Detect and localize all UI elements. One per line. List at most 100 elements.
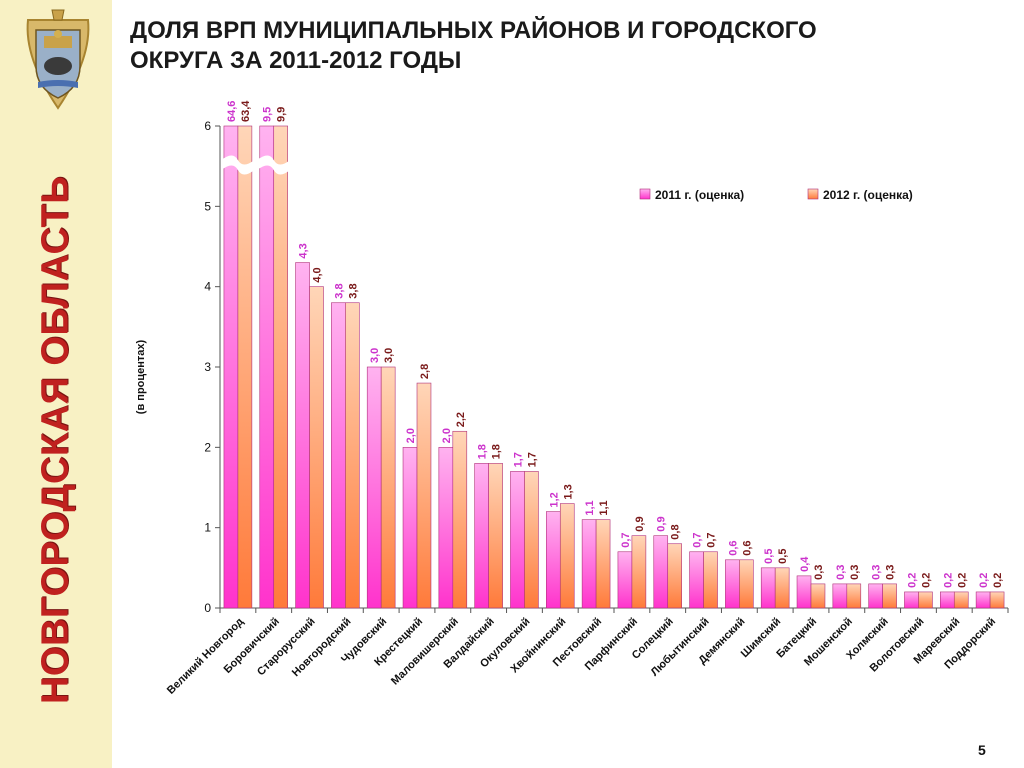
bar-2011 — [832, 583, 848, 609]
sidebar: НОВГОРОДСКАЯ ОБЛАСТЬ — [0, 0, 112, 768]
data-label: 0,2 — [992, 573, 1004, 588]
bar-2012 — [345, 302, 360, 609]
axis-break-mark — [257, 155, 291, 175]
data-label: 4,3 — [298, 243, 310, 258]
data-label: 9,5 — [262, 107, 274, 122]
data-label: 0,3 — [885, 565, 897, 580]
bar-2011 — [868, 583, 883, 609]
novgorod-coat-of-arms-icon — [26, 9, 90, 110]
bar-2011 — [653, 535, 669, 609]
y-tick-label: 4 — [204, 280, 211, 294]
legend-entry: 2012 г. (оценка) — [823, 188, 913, 202]
data-label: 2,8 — [419, 364, 431, 379]
bar-2012 — [882, 583, 897, 609]
data-label: 1,2 — [548, 492, 560, 507]
bar-2012 — [703, 551, 718, 609]
bar-2012 — [810, 583, 826, 609]
bar-2011 — [259, 125, 275, 609]
data-label: 3,8 — [347, 283, 359, 298]
bar-2012 — [667, 543, 682, 609]
data-label: 0,5 — [777, 549, 789, 564]
page-number: 5 — [978, 742, 986, 758]
data-label: 0,9 — [656, 516, 668, 531]
bar-2011 — [904, 591, 919, 609]
data-label: 0,6 — [741, 541, 753, 556]
y-tick-label: 1 — [204, 521, 211, 535]
bar-2012 — [452, 430, 468, 609]
data-label: 1,7 — [512, 452, 524, 467]
bar-2012 — [846, 583, 862, 609]
y-axis-label: (в процентах) — [135, 339, 147, 414]
data-label: 3,8 — [333, 283, 345, 298]
bar-2012 — [595, 519, 611, 609]
data-label: 64,6 — [226, 101, 238, 122]
y-tick-label: 6 — [204, 119, 211, 133]
data-label: 2,2 — [455, 412, 467, 427]
y-tick-label: 2 — [204, 440, 211, 454]
data-label: 0,2 — [956, 573, 968, 588]
data-label: 0,4 — [799, 556, 811, 572]
bar-2012 — [739, 559, 754, 609]
data-label: 0,2 — [978, 573, 990, 588]
data-label: 0,3 — [835, 565, 847, 580]
data-label: 1,3 — [562, 484, 574, 499]
bar-2012 — [989, 591, 1005, 609]
bar-2011 — [366, 366, 382, 609]
bar-2012 — [774, 567, 790, 609]
bar-2011 — [474, 463, 489, 609]
bar-2012 — [309, 286, 324, 609]
data-label: 3,0 — [383, 348, 395, 363]
data-label: 1,8 — [491, 444, 503, 459]
bar-2012 — [488, 463, 503, 609]
bar-2012 — [380, 366, 396, 609]
data-label: 0,8 — [670, 524, 682, 539]
data-label: 2,0 — [405, 428, 417, 443]
bar-2011 — [617, 551, 633, 609]
data-label: 0,2 — [920, 573, 932, 588]
y-tick-label: 0 — [204, 601, 211, 615]
slide-title-line-1: ДОЛЯ ВРП МУНИЦИПАЛЬНЫХ РАЙОНОВ И ГОРОДСК… — [130, 17, 817, 44]
data-label: 0,9 — [634, 516, 646, 531]
bar-2012 — [273, 125, 288, 609]
bar-2011 — [689, 551, 704, 609]
bar-2012 — [237, 125, 253, 609]
bar-2012 — [918, 591, 933, 609]
y-tick-label: 3 — [204, 360, 211, 374]
data-label: 1,7 — [526, 452, 538, 467]
legend: 2011 г. (оценка) 2012 г. (оценка) — [639, 188, 913, 202]
data-label: 1,1 — [584, 500, 596, 515]
bar-2012 — [416, 382, 432, 609]
data-label: 0,7 — [706, 532, 718, 547]
bar-2011 — [796, 575, 812, 609]
region-label: НОВГОРОДСКАЯ ОБЛАСТЬ — [34, 175, 77, 705]
bar-2011 — [438, 447, 454, 609]
bar-2011 — [581, 519, 597, 609]
bar-2012 — [631, 535, 647, 609]
data-label: 9,9 — [276, 107, 288, 122]
bar-2012 — [524, 471, 539, 609]
data-label: 0,7 — [692, 532, 704, 547]
bar-2012 — [953, 591, 969, 609]
data-label: 0,7 — [620, 532, 632, 547]
legend-entry: 2011 г. (оценка) — [655, 188, 744, 202]
data-label: 0,3 — [871, 565, 883, 580]
data-label: 0,2 — [942, 573, 954, 588]
bar-2011 — [940, 591, 955, 609]
bar-2011 — [295, 262, 310, 609]
bar-2011 — [331, 302, 346, 609]
data-label: 2,0 — [441, 428, 453, 443]
bar-2011 — [223, 125, 239, 609]
bar-2011 — [760, 567, 776, 609]
slide-title: ДОЛЯ ВРП МУНИЦИПАЛЬНЫХ РАЙОНОВ И ГОРОДСК… — [130, 16, 990, 76]
data-label: 63,4 — [240, 100, 252, 122]
legend-swatch — [807, 188, 819, 200]
data-label: 0,2 — [906, 573, 918, 588]
data-label: 4,0 — [312, 267, 324, 282]
bar-2011 — [975, 591, 991, 609]
x-tick-label: Маловишерский — [389, 616, 461, 688]
slide-title-line-2: ОКРУГА ЗА 2011-2012 ГОДЫ — [130, 47, 462, 74]
data-label: 0,5 — [763, 549, 775, 564]
bar-2011 — [546, 511, 561, 609]
bar-2011 — [510, 471, 525, 609]
